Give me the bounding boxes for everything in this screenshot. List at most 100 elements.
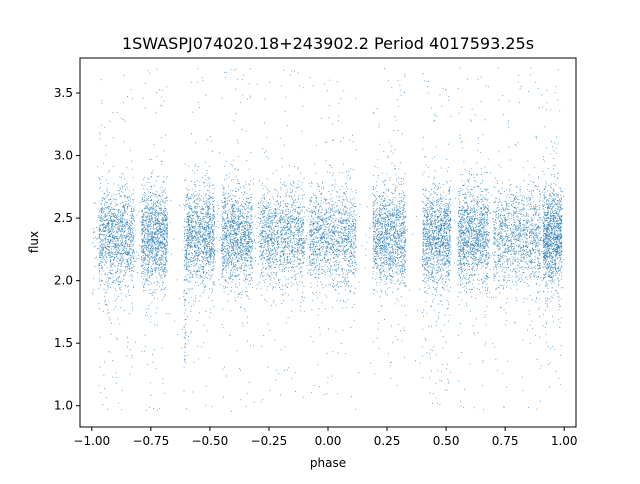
data-point (501, 182, 503, 184)
data-point (163, 282, 165, 284)
data-point (283, 69, 285, 71)
data-point (202, 279, 204, 281)
data-point (279, 221, 281, 223)
data-point (544, 220, 546, 222)
data-point (227, 282, 229, 284)
data-point (484, 314, 486, 316)
data-point (532, 219, 534, 221)
data-point (188, 217, 190, 219)
data-point (144, 231, 146, 233)
data-point (399, 238, 401, 240)
data-point (354, 260, 356, 262)
data-point (113, 199, 115, 201)
data-point (364, 267, 366, 269)
data-point (394, 236, 396, 238)
data-point (243, 308, 245, 310)
data-point (518, 203, 520, 205)
data-point (424, 209, 426, 211)
data-point (179, 204, 181, 206)
data-point (344, 232, 346, 234)
data-point (165, 223, 167, 225)
data-point (555, 202, 557, 204)
data-point (475, 318, 477, 320)
data-point (194, 270, 196, 272)
data-point (474, 270, 476, 271)
data-point (386, 195, 388, 197)
data-point (344, 277, 346, 279)
data-point (401, 133, 403, 135)
data-point (551, 217, 553, 219)
data-point (469, 194, 471, 196)
data-point (290, 234, 292, 236)
data-point (310, 274, 311, 276)
data-point (403, 231, 405, 233)
data-point (133, 189, 135, 191)
data-point (212, 225, 214, 227)
data-point (296, 242, 297, 244)
data-point (515, 254, 517, 256)
data-point (315, 242, 317, 244)
data-point (385, 246, 387, 248)
data-point (205, 252, 207, 254)
data-point (514, 268, 516, 270)
data-point (400, 213, 402, 215)
data-point (211, 254, 213, 256)
data-point (349, 236, 351, 238)
data-point (505, 250, 507, 252)
data-point (388, 236, 390, 238)
data-point (202, 227, 204, 229)
data-point (528, 265, 530, 267)
data-point (427, 269, 429, 271)
data-point (535, 82, 537, 83)
data-point (392, 130, 394, 132)
data-point (471, 268, 473, 270)
data-point (102, 239, 104, 241)
data-point (208, 166, 210, 168)
data-point (329, 276, 331, 278)
data-point (514, 233, 515, 235)
data-point (438, 228, 440, 230)
data-point (432, 266, 434, 268)
data-point (491, 194, 493, 196)
data-point (247, 230, 249, 232)
data-point (422, 355, 424, 357)
data-point (132, 169, 134, 170)
data-point (113, 308, 115, 310)
data-point (276, 254, 278, 256)
data-point (372, 218, 374, 220)
data-point (551, 281, 553, 282)
data-point (144, 282, 146, 284)
data-point (532, 271, 533, 273)
data-point (292, 242, 294, 244)
data-point (526, 229, 528, 231)
data-point (474, 257, 476, 259)
data-point (310, 211, 312, 212)
data-point (475, 248, 476, 250)
data-point (444, 245, 446, 247)
data-point (384, 248, 386, 250)
data-point (191, 170, 193, 172)
data-point (430, 220, 432, 222)
data-point (331, 235, 333, 236)
data-point (142, 263, 144, 265)
data-point (161, 164, 163, 166)
data-point (321, 192, 322, 194)
data-point (518, 226, 520, 228)
data-point (487, 198, 489, 200)
data-point (375, 202, 377, 204)
data-point (477, 279, 478, 281)
data-point (236, 350, 238, 352)
data-point (120, 258, 122, 260)
data-point (438, 199, 440, 201)
data-point (205, 286, 207, 288)
data-point (194, 226, 196, 228)
data-point (398, 218, 400, 220)
data-point (441, 238, 443, 240)
data-point (263, 335, 265, 337)
data-point (445, 242, 447, 244)
data-point (526, 238, 527, 240)
data-point (325, 220, 327, 222)
data-point (486, 255, 487, 257)
data-point (130, 198, 131, 200)
data-point (423, 234, 425, 236)
